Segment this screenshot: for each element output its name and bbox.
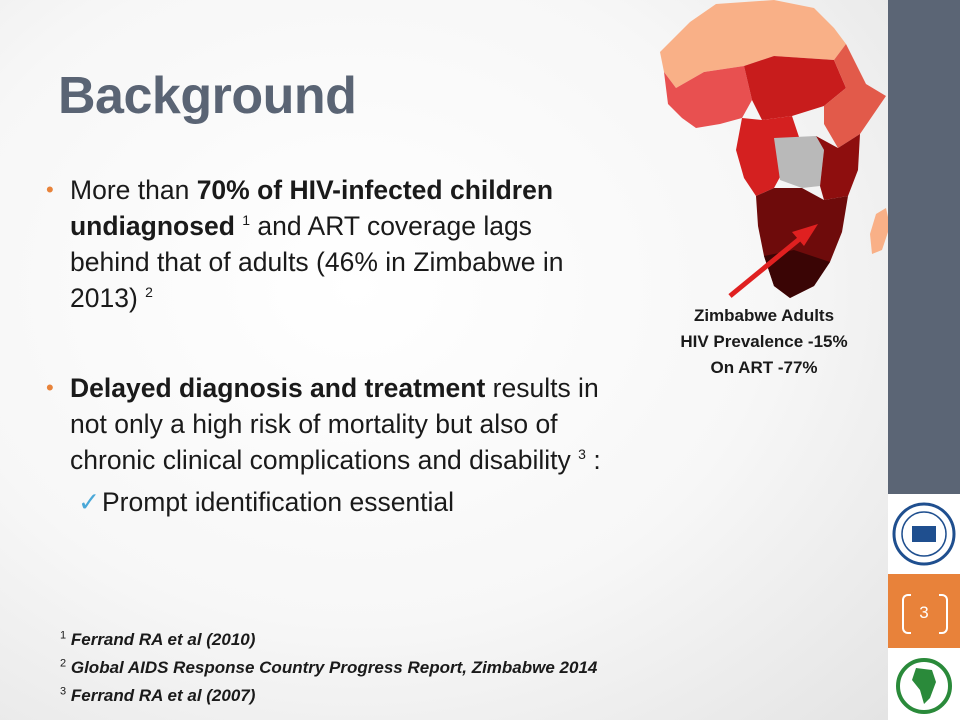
africa-globe-logo [888,648,960,720]
bracket-left-icon [902,594,911,634]
map-horn-east [824,44,886,148]
bullet-1-bold: 70% of HIV-infected children undiagnosed [70,175,554,241]
map-madagascar [870,208,890,254]
reference-list: 1 Ferrand RA et al (2010) 2 Global AIDS … [60,626,597,710]
sub-bullet: ✓ Prompt identification essential [70,484,606,520]
ref-marker: 2 [145,284,153,301]
map-sahel [744,56,846,120]
map-pointer-arrowhead [792,224,818,246]
reference-item: 1 Ferrand RA et al (2010) [60,629,256,649]
map-north-africa [660,0,846,88]
ref-marker: 3 [578,446,586,463]
africa-hiv-map [660,0,890,298]
bullet-item-2: Delayed diagnosis and treatment results … [46,370,606,520]
ref-marker: 1 [242,212,251,229]
reference-item: 3 Ferrand RA et al (2007) [60,685,256,705]
map-east-africa [816,134,860,200]
slide-title: Background [58,67,357,125]
page-number-box [888,574,960,648]
reference-item: 2 Global AIDS Response Country Progress … [60,657,598,677]
bullet-item-1: More than 70% of HIV-infected children u… [46,172,606,316]
check-icon: ✓ [78,487,101,517]
bracket-right-icon [939,594,948,634]
map-central-africa [736,116,800,196]
lshtm-crest-logo [888,494,960,574]
bullet-2-bold: Delayed diagnosis and treatment [70,373,486,403]
map-caption: Zimbabwe Adults HIV Prevalence -15% On A… [680,306,848,377]
slide-canvas: Background More than 70% of HIV-infected… [0,0,888,720]
map-pointer-arrow [728,230,810,298]
map-drc [774,136,824,188]
page-number: 3 [919,603,929,622]
map-west-africa [664,66,752,128]
map-south-africa [764,250,830,298]
bullet-list: More than 70% of HIV-infected children u… [46,172,606,520]
